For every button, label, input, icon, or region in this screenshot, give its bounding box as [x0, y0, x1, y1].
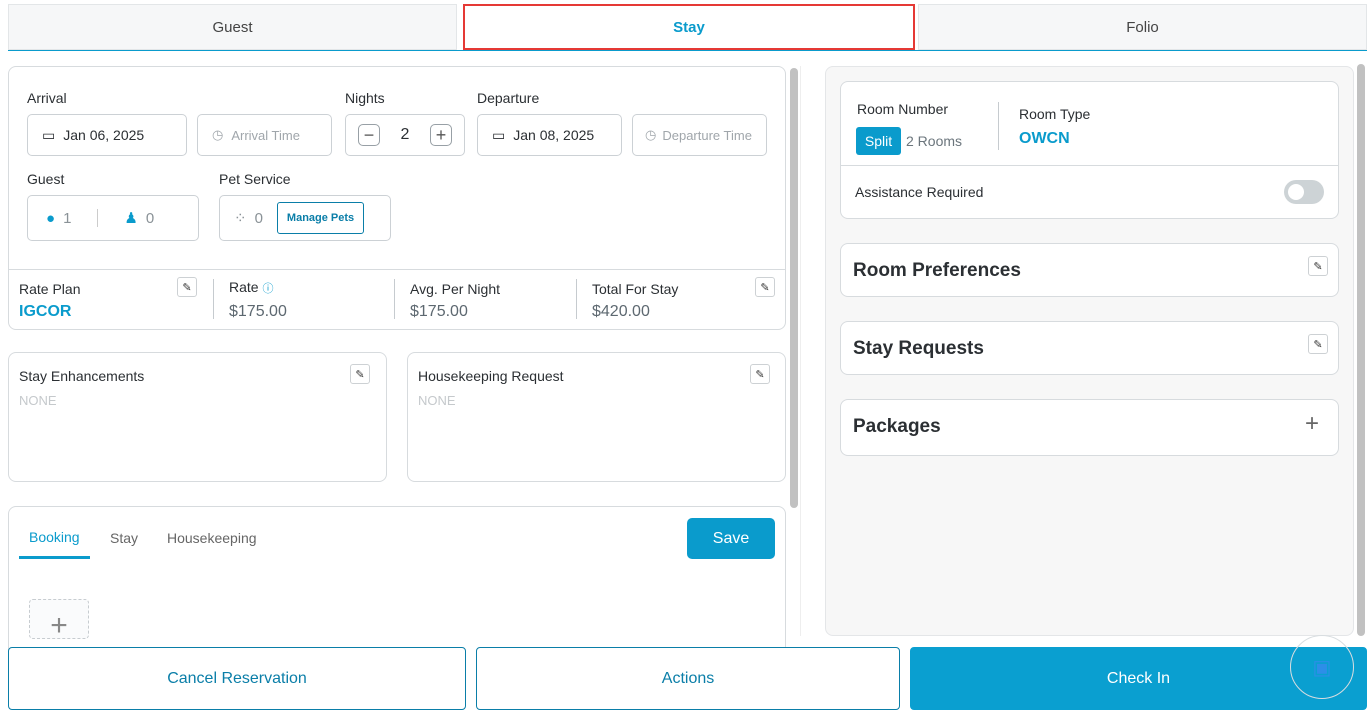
stay-enhancements-card	[8, 352, 387, 482]
minus-icon[interactable]: −	[358, 124, 380, 146]
edit-rate-plan-icon[interactable]: ✎	[177, 277, 197, 297]
clock-icon: ◷	[645, 127, 657, 142]
plus-icon[interactable]: +	[430, 124, 452, 146]
room-type-label: Room Type	[1019, 106, 1091, 122]
room-preferences-title: Room Preferences	[853, 260, 1021, 281]
add-note-icon[interactable]: +	[29, 599, 89, 642]
room-type-value[interactable]: OWCN	[1019, 130, 1070, 147]
actions-button[interactable]: Actions	[476, 647, 900, 710]
arrival-label: Arrival	[27, 90, 67, 106]
info-icon[interactable]: ⓘ	[262, 283, 274, 295]
calendar-icon: ▭	[492, 126, 506, 143]
rooms-count: 2 Rooms	[906, 133, 963, 149]
room-number-label: Room Number	[857, 101, 949, 117]
rate-plan-value[interactable]: IGCOR	[19, 303, 72, 320]
housekeeping-label: Housekeeping Request	[418, 368, 564, 384]
stay-details-card	[8, 66, 786, 330]
total-label: Total For Stay	[592, 281, 679, 297]
stay-requests-title: Stay Requests	[853, 338, 984, 359]
housekeeping-card	[407, 352, 786, 482]
departure-time-field[interactable]: ◷ Departure Time	[632, 114, 767, 156]
assistance-toggle[interactable]	[1284, 180, 1324, 204]
housekeeping-value: NONE	[418, 393, 456, 408]
chat-icon[interactable]: ▣	[1290, 635, 1354, 699]
arrival-time-field[interactable]: ◷ Arrival Time	[197, 114, 332, 156]
stay-enhancements-value: NONE	[19, 393, 57, 408]
edit-housekeeping-icon[interactable]: ✎	[750, 364, 770, 384]
guest-count-field[interactable]: ● 1 ♟ 0	[27, 195, 199, 241]
notes-card	[8, 506, 786, 656]
avg-label: Avg. Per Night	[410, 281, 501, 297]
manage-pets-button[interactable]: Manage Pets	[276, 202, 365, 234]
edit-stay-requests-icon[interactable]: ✎	[1308, 334, 1328, 354]
pet-service-field: ⁘ 0 Manage Pets	[219, 195, 391, 241]
cancel-reservation-button[interactable]: Cancel Reservation	[8, 647, 466, 710]
packages-card[interactable]	[840, 399, 1339, 456]
avg-value: $175.00	[410, 303, 468, 320]
pet-service-label: Pet Service	[219, 171, 291, 187]
room-card	[840, 81, 1339, 219]
child-icon: ♟	[124, 210, 138, 227]
nights-stepper[interactable]: −2 +	[345, 114, 465, 156]
rate-plan-label: Rate Plan	[19, 281, 81, 297]
clock-icon: ◷	[212, 127, 224, 142]
tab-folio[interactable]: Folio	[918, 4, 1367, 50]
right-scrollbar[interactable]	[1357, 64, 1365, 636]
packages-title: Packages	[853, 416, 941, 437]
stay-requests-card[interactable]	[840, 321, 1339, 375]
room-preferences-card[interactable]	[840, 243, 1339, 297]
adult-icon: ●	[46, 209, 56, 227]
edit-room-preferences-icon[interactable]: ✎	[1308, 256, 1328, 276]
edit-enhancements-icon[interactable]: ✎	[350, 364, 370, 384]
departure-label: Departure	[477, 90, 540, 106]
nights-label: Nights	[345, 90, 385, 106]
tab-stay[interactable]: Stay	[463, 4, 915, 50]
left-scrollbar[interactable]	[790, 68, 798, 508]
split-badge[interactable]: Split	[856, 127, 901, 155]
guest-label: Guest	[27, 171, 65, 187]
rate-label: Rate ⓘ	[229, 279, 274, 295]
tab-underline	[8, 50, 1367, 51]
save-button[interactable]: Save	[687, 518, 775, 559]
notes-tab-housekeeping[interactable]: Housekeeping	[167, 530, 257, 546]
notes-tab-booking[interactable]: Booking	[29, 529, 80, 545]
notes-tab-stay[interactable]: Stay	[110, 530, 139, 546]
add-package-icon[interactable]: +	[1305, 410, 1320, 437]
calendar-icon: ▭	[42, 126, 56, 143]
assistance-label: Assistance Required	[855, 184, 984, 200]
departure-date-field[interactable]: ▭ Jan 08, 2025	[477, 114, 622, 156]
rate-value: $175.00	[229, 303, 287, 320]
edit-total-icon[interactable]: ✎	[755, 277, 775, 297]
paw-icon: ⁘	[234, 210, 247, 227]
arrival-date-field[interactable]: ▭ Jan 06, 2025	[27, 114, 187, 156]
tab-guest[interactable]: Guest	[8, 4, 457, 50]
stay-enhancements-label: Stay Enhancements	[19, 368, 145, 384]
total-value: $420.00	[592, 303, 650, 320]
